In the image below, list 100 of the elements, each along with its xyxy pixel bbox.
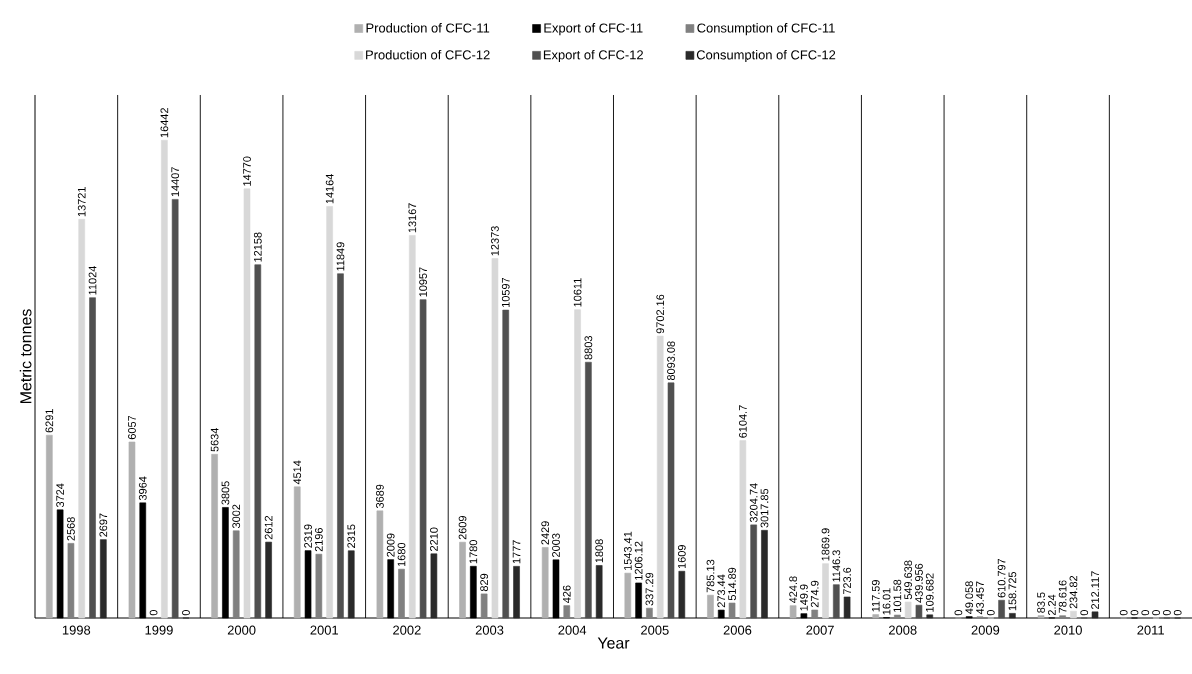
legend-label: Production of CFC-11 (366, 23, 490, 33)
bar (1059, 615, 1066, 619)
data-label: 3805 (221, 481, 230, 505)
data-label: 2003 (552, 533, 560, 557)
legend-label: Export of CFC-11 (544, 23, 643, 36)
data-label: 3964 (138, 476, 147, 501)
data-label: 2196 (314, 528, 323, 552)
data-label: 9702.16 (656, 294, 665, 334)
bar (513, 566, 520, 619)
data-label: 549.638 (904, 560, 913, 600)
data-label: 212.117 (1091, 571, 1099, 609)
bar (915, 604, 923, 619)
x-tick-label: 2003 (475, 625, 504, 635)
data-label: 10597 (501, 277, 510, 307)
bar (750, 524, 757, 619)
bar (761, 530, 768, 619)
data-label: 1609 (677, 545, 686, 569)
bar (459, 541, 466, 619)
data-label: 2210 (430, 527, 438, 551)
data-label: 424.8 (789, 576, 797, 604)
data-label: 2612 (264, 515, 273, 540)
bar (678, 570, 686, 619)
data-label: 2319 (304, 524, 312, 548)
bar (419, 299, 427, 619)
data-label: 6057 (128, 415, 136, 440)
bar (315, 553, 323, 619)
data-label: 1146.3 (832, 550, 841, 582)
bar (656, 335, 664, 619)
data-label: 14770 (243, 156, 251, 186)
bar (430, 553, 438, 619)
data-label: 117.59 (871, 580, 880, 612)
bar (585, 361, 592, 619)
bar (265, 541, 272, 619)
bar (376, 510, 384, 619)
data-label: 0 (1141, 610, 1150, 616)
data-label: 1869.9 (821, 528, 830, 561)
data-label: 2609 (458, 516, 467, 540)
bar (563, 605, 571, 619)
bar (161, 139, 168, 619)
data-label: 0 (1173, 610, 1182, 616)
x-tick-label: 2009 (971, 625, 1000, 635)
data-label: 3002 (232, 504, 241, 529)
x-tick-label: 1998 (62, 625, 91, 635)
data-label: 273.44 (717, 574, 726, 608)
x-tick-label: 2002 (393, 625, 421, 635)
data-label: 723.6 (843, 567, 851, 595)
bar (254, 264, 262, 619)
bar (843, 596, 851, 619)
bar (998, 599, 1005, 619)
data-label: 78.616 (1058, 580, 1067, 613)
data-label: 0 (149, 610, 158, 616)
x-tick-label: 2007 (806, 625, 834, 635)
legend-label: Consumption of CFC-11 (697, 23, 835, 36)
bar (46, 434, 53, 619)
data-label: 83.5 (1037, 592, 1045, 613)
data-label: 10957 (419, 267, 427, 297)
data-label: 12373 (491, 226, 499, 256)
data-label: 14164 (325, 174, 334, 204)
data-label: 3204.74 (749, 483, 758, 523)
bar (347, 550, 355, 619)
bar (1037, 615, 1045, 619)
x-tick-label: 2010 (1054, 625, 1082, 635)
data-label: 16.01 (882, 588, 891, 615)
bar (326, 206, 333, 619)
data-label: 16442 (160, 108, 169, 138)
bar (1091, 611, 1099, 619)
bar (502, 309, 510, 619)
data-label: 426 (562, 585, 571, 604)
bar (1070, 610, 1077, 619)
bar (707, 594, 714, 619)
bar (872, 614, 880, 619)
bar (728, 602, 736, 619)
data-label: 2568 (67, 517, 75, 541)
bar (667, 382, 675, 619)
data-label: 0 (1080, 610, 1089, 616)
bar (480, 593, 488, 619)
data-label: 3689 (376, 484, 384, 509)
data-label: 11024 (88, 266, 97, 295)
bar (646, 607, 653, 619)
data-label: 8093.08 (667, 341, 675, 381)
bar (232, 530, 240, 619)
x-tick-label: 2000 (227, 625, 256, 635)
bar (595, 565, 603, 619)
bar (789, 605, 797, 619)
data-label: 0 (1152, 610, 1160, 616)
data-label: 0 (986, 610, 995, 616)
data-label: 11849 (336, 242, 345, 271)
data-label: 109.682 (925, 573, 934, 612)
bar (171, 199, 179, 619)
bar (541, 547, 549, 619)
x-tick-label: 2004 (558, 625, 587, 635)
data-label: 1680 (397, 542, 406, 567)
data-label: 1206.12 (634, 541, 643, 580)
data-label: 234.82 (1069, 575, 1078, 609)
data-label: 149.9 (800, 584, 808, 611)
bar (211, 454, 218, 619)
data-label: 12158 (253, 232, 262, 262)
data-label: 5634 (210, 427, 219, 452)
data-label: 1780 (469, 540, 478, 564)
data-label: 6104.7 (738, 405, 747, 438)
